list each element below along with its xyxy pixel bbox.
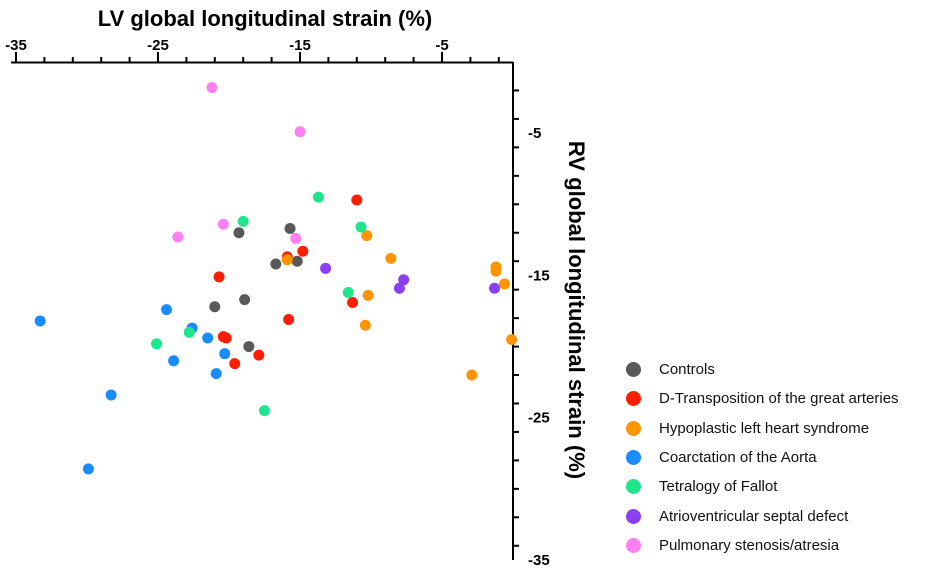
- data-point: [202, 332, 214, 344]
- legend-label: Controls: [659, 361, 715, 379]
- y-tick-label: -5: [528, 125, 541, 142]
- data-point: [393, 282, 405, 294]
- data-point: [209, 301, 221, 313]
- data-point: [291, 255, 303, 267]
- legend-item: Tetralogy of Fallot: [626, 472, 899, 501]
- legend-item: Controls: [626, 355, 899, 384]
- data-point: [253, 349, 265, 361]
- data-point: [359, 319, 371, 331]
- legend-marker: [626, 479, 641, 495]
- legend-item: Atrioventricular septal defect: [626, 501, 899, 530]
- data-point: [206, 82, 218, 94]
- legend-label: Coarctation of the Aorta: [659, 449, 817, 467]
- data-point: [217, 218, 229, 230]
- legend-label: Hypoplastic left heart syndrome: [659, 419, 870, 437]
- data-point: [466, 369, 478, 381]
- data-point: [34, 315, 46, 327]
- data-point: [355, 221, 367, 233]
- x-tick-label: -35: [5, 37, 27, 54]
- data-points: [34, 82, 518, 475]
- data-point: [281, 254, 293, 266]
- y-axis-ticks: -5 -15 -25 -35: [513, 89, 550, 569]
- legend-item: Coarctation of the Aorta: [626, 443, 899, 472]
- data-point: [347, 296, 359, 308]
- legend-label: Tetralogy of Fallot: [659, 478, 778, 496]
- x-axis-title: LV global longitudinal strain (%): [98, 6, 432, 31]
- x-tick-label: -5: [435, 37, 448, 54]
- data-point: [362, 289, 374, 301]
- data-point: [213, 271, 225, 283]
- x-tick-label: -15: [289, 37, 311, 54]
- data-point: [172, 231, 184, 243]
- legend-marker: [626, 420, 641, 436]
- data-point: [219, 348, 231, 360]
- data-point: [243, 341, 255, 353]
- legend-label: Atrioventricular septal defect: [659, 507, 849, 525]
- x-tick-label: -25: [147, 37, 169, 54]
- data-point: [151, 338, 163, 350]
- legend-item: D-Transposition of the great arteries: [626, 384, 899, 413]
- data-point: [489, 282, 501, 294]
- data-point: [161, 304, 173, 316]
- legend-marker: [626, 450, 641, 466]
- data-point: [183, 326, 195, 338]
- data-point: [342, 287, 354, 299]
- legend-label: D-Transposition of the great arteries: [659, 390, 899, 408]
- legend: Controls D-Transposition of the great art…: [626, 355, 899, 560]
- y-tick-label: -15: [528, 267, 550, 284]
- data-point: [259, 405, 270, 417]
- data-point: [351, 194, 363, 206]
- data-point: [320, 262, 332, 274]
- legend-marker: [626, 362, 641, 378]
- y-tick-label: -25: [528, 410, 550, 427]
- data-point: [237, 215, 249, 227]
- data-point: [290, 232, 302, 244]
- data-point: [283, 314, 295, 326]
- data-point: [498, 278, 510, 290]
- data-point: [210, 368, 222, 380]
- data-point: [284, 222, 296, 234]
- data-point: [297, 245, 309, 257]
- data-point: [233, 227, 245, 239]
- legend-marker: [626, 391, 641, 407]
- legend-item: Pulmonary stenosis/atresia: [626, 531, 899, 560]
- data-point: [506, 333, 518, 345]
- x-axis-ticks: -35 -25 -15 -5: [5, 37, 500, 62]
- y-axis-title: RV global longitudinal strain (%): [564, 141, 589, 479]
- data-point: [361, 230, 373, 242]
- data-point: [220, 332, 232, 344]
- data-point: [105, 389, 117, 401]
- data-point: [270, 258, 282, 270]
- data-point: [168, 355, 180, 367]
- legend-item: Hypoplastic left heart syndrome: [626, 414, 899, 443]
- data-point: [312, 191, 324, 203]
- legend-marker: [626, 508, 641, 524]
- data-point: [398, 274, 410, 286]
- data-point: [490, 265, 502, 277]
- data-point: [294, 126, 306, 138]
- data-point: [229, 358, 241, 370]
- data-point: [82, 463, 94, 475]
- legend-marker: [626, 537, 641, 553]
- data-point: [385, 252, 397, 264]
- legend-label: Pulmonary stenosis/atresia: [659, 536, 840, 554]
- data-point: [239, 294, 251, 306]
- y-tick-label: -35: [528, 552, 550, 569]
